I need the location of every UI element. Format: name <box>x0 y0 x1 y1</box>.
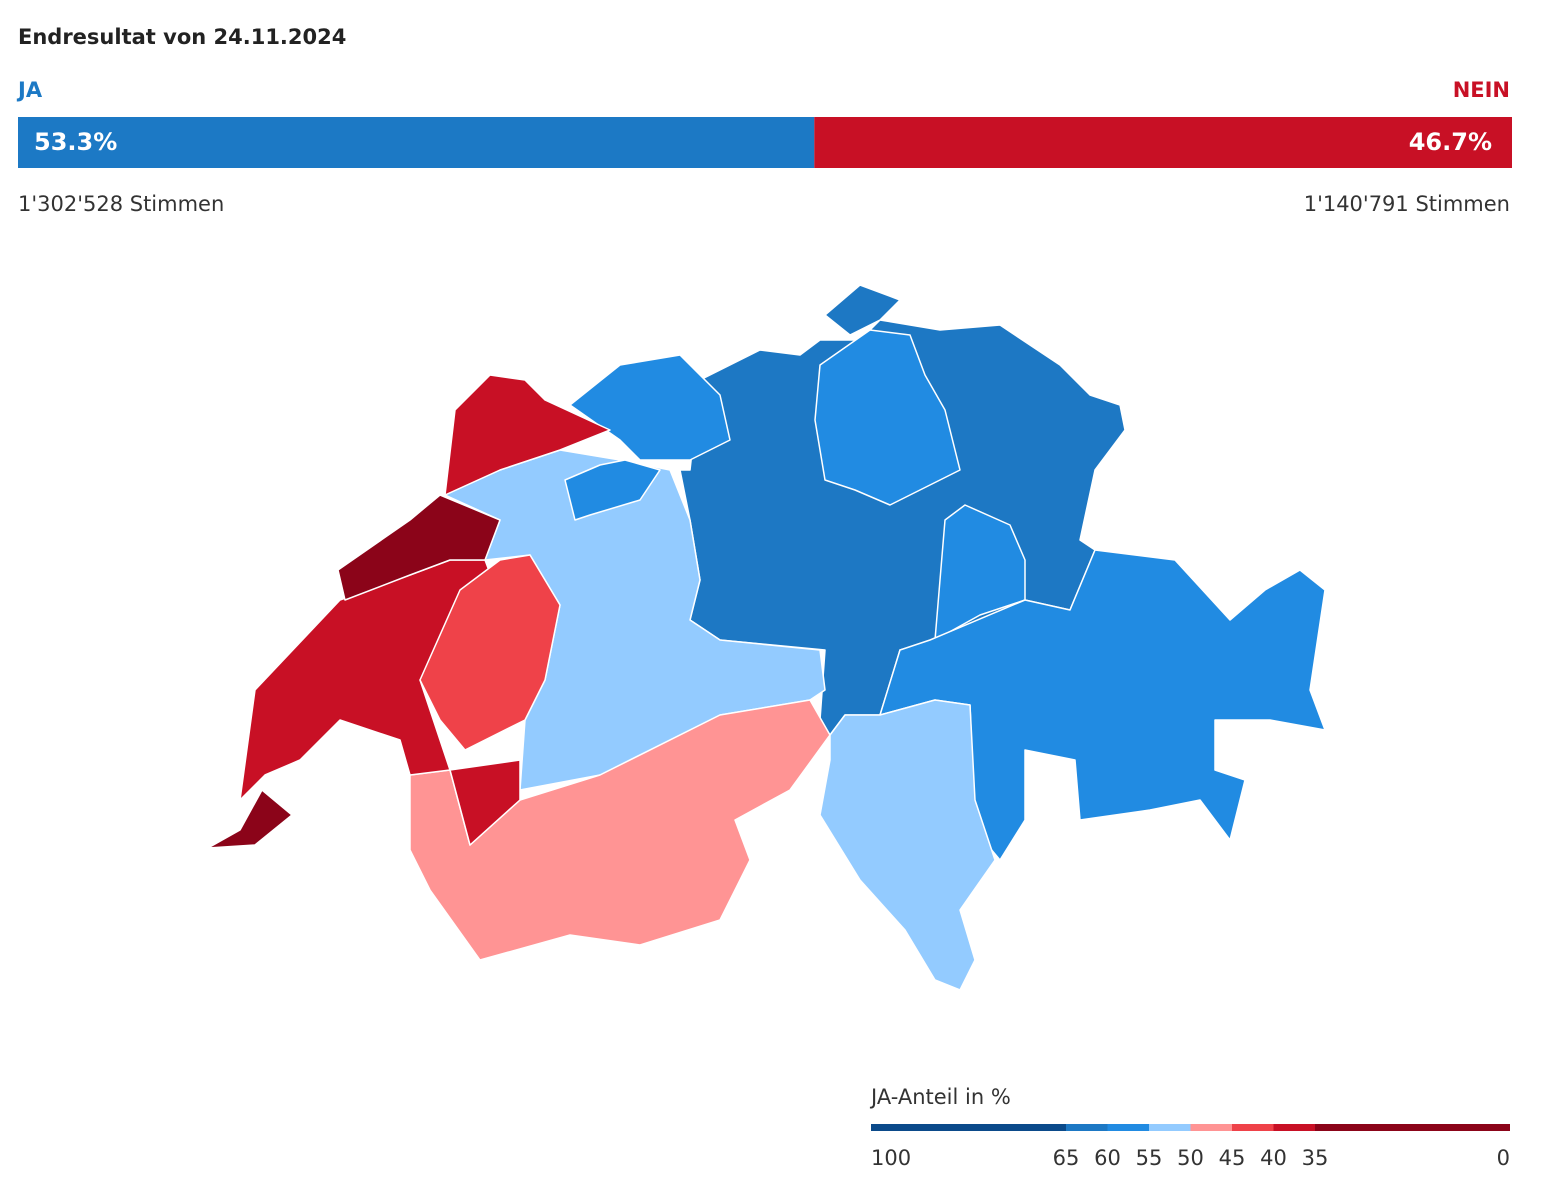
ja-share: 53.3% <box>34 128 117 156</box>
region <box>819 699 996 991</box>
legend-tick-label: 100 <box>871 1146 911 1170</box>
legend-swatch <box>1190 1124 1232 1131</box>
legend-tick-label: 55 <box>1136 1146 1163 1170</box>
legend-swatch <box>1232 1124 1274 1131</box>
legend-tick-label: 40 <box>1260 1146 1287 1170</box>
legend-swatch <box>1066 1124 1108 1131</box>
region <box>564 459 661 521</box>
result-bar <box>18 117 1512 168</box>
region <box>569 354 731 461</box>
legend-tick-label: 60 <box>1094 1146 1121 1170</box>
ja-bar <box>18 117 815 168</box>
legend-swatch <box>1273 1124 1315 1131</box>
region <box>824 284 901 336</box>
nein-votes: 1'140'791 Stimmen <box>1304 192 1510 216</box>
legend: 100 65 60 55 50 45 40 35 0 <box>871 1124 1510 1170</box>
ja-votes: 1'302'528 Stimmen <box>18 192 224 216</box>
legend-swatch <box>1107 1124 1149 1131</box>
nein-bar <box>814 117 1512 168</box>
legend-swatch <box>1315 1124 1510 1131</box>
region <box>879 549 1326 861</box>
legend-tick-label: 50 <box>1177 1146 1204 1170</box>
legend-swatch <box>1149 1124 1191 1131</box>
region <box>419 554 561 751</box>
legend-swatch <box>871 1124 1066 1131</box>
region <box>814 329 961 506</box>
ja-label: JA <box>16 78 43 102</box>
title: Endresultat von 24.11.2024 <box>18 25 346 49</box>
legend-tick-label: 45 <box>1219 1146 1246 1170</box>
nein-share: 46.7% <box>1409 128 1492 156</box>
map <box>207 284 1326 991</box>
region <box>337 494 501 601</box>
legend-tick-label: 0 <box>1497 1146 1510 1170</box>
region <box>207 789 293 849</box>
legend-title: JA-Anteil in % <box>869 1085 1011 1109</box>
nein-label: NEIN <box>1453 78 1510 102</box>
legend-tick-label: 35 <box>1302 1146 1329 1170</box>
region <box>444 374 611 496</box>
legend-tick-label: 65 <box>1053 1146 1080 1170</box>
